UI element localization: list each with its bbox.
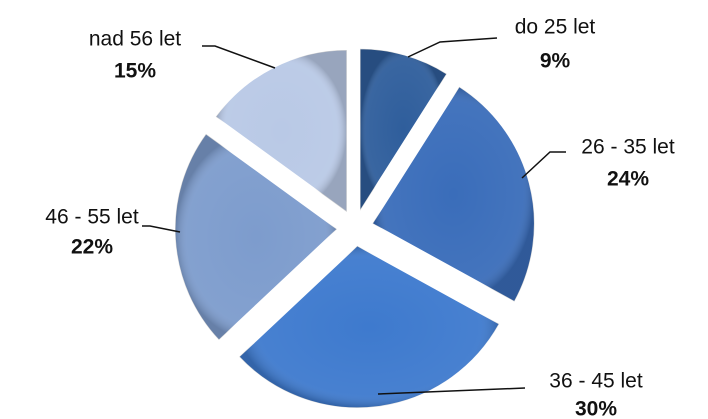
slice-label: 46 - 55 let bbox=[45, 206, 139, 229]
slice-label: 36 - 45 let bbox=[549, 370, 643, 393]
leader-line bbox=[521, 151, 566, 179]
slice-label: nad 56 let bbox=[89, 28, 181, 51]
slice-value: 15% bbox=[114, 60, 156, 83]
leader-line bbox=[377, 387, 526, 395]
leader-line bbox=[407, 37, 498, 58]
leader-line bbox=[142, 225, 181, 233]
slice-value: 30% bbox=[575, 398, 617, 419]
slice-label: do 25 let bbox=[515, 16, 596, 39]
leader-line bbox=[202, 45, 276, 69]
slice-label: 26 - 35 let bbox=[581, 136, 675, 159]
slice-value: 9% bbox=[540, 50, 571, 73]
slice-value: 24% bbox=[607, 168, 649, 191]
slice-value: 22% bbox=[71, 236, 113, 259]
